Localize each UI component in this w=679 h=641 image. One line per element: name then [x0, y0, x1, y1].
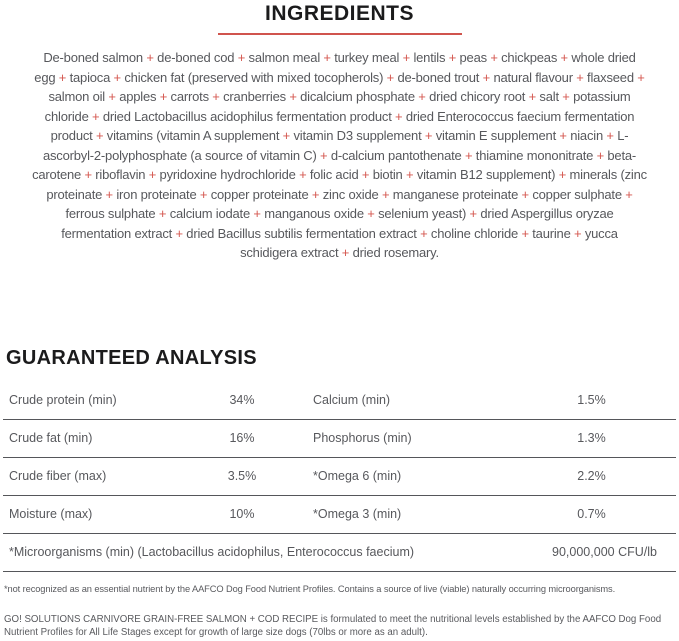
aafco-formulation-statement: GO! SOLUTIONS CARNIVORE GRAIN-FREE SALMO… [4, 613, 662, 638]
plus-separator: + [486, 50, 502, 65]
plus-separator: + [338, 245, 353, 260]
nutrient-value: 10% [229, 507, 255, 521]
plus-separator: + [208, 89, 224, 104]
plus-separator: + [518, 186, 533, 202]
nutrient-label: Moisture (max) [9, 507, 93, 521]
plus-separator: + [102, 186, 117, 202]
plus-separator: + [92, 128, 107, 143]
plus-separator: + [593, 147, 608, 163]
plus-separator: + [518, 225, 533, 241]
analysis-row: Crude fat (min) 16% Phosphorus (min) 1.3% [3, 420, 676, 458]
ingredients-list: De-boned salmon + de-boned cod + salmon … [32, 50, 647, 260]
plus-separator: + [555, 167, 570, 182]
nutrient-value: 1.3% [577, 431, 606, 445]
analysis-row: Crude protein (min) 34% Calcium (min) 1.5% [3, 382, 676, 420]
nutrient-label: Crude protein (min) [9, 393, 117, 407]
plus-separator: + [88, 108, 103, 124]
nutrient-value: 0.7% [577, 507, 606, 521]
plus-separator: + [295, 167, 310, 182]
plus-separator: + [383, 69, 398, 85]
plus-separator: + [461, 147, 476, 163]
nutrient-label: *Omega 3 (min) [313, 507, 402, 521]
plus-separator: + [572, 69, 588, 85]
plus-separator: + [279, 128, 294, 143]
plus-separator: + [621, 186, 633, 202]
plus-separator: + [234, 50, 249, 65]
plus-separator: + [196, 186, 211, 202]
analysis-row-microorganisms: *Microorganisms (min) (Lactobacillus aci… [3, 534, 676, 572]
plus-separator: + [145, 167, 160, 182]
nutrient-value: 3.5% [227, 469, 257, 483]
analysis-row: Crude fiber (max) 3.5% *Omega 6 (min) 2.2% [3, 458, 676, 496]
guaranteed-analysis-table: Crude protein (min) 34% Calcium (min) 1.5% C… [3, 382, 676, 572]
nutrient-label: *Microorganisms (min) (Lactobacillus aci… [9, 545, 415, 559]
nutrient-value: 2.2% [577, 469, 606, 483]
nutrient-value: 16% [229, 431, 255, 445]
plus-separator: + [320, 50, 335, 65]
analysis-row: Moisture (max) 10% *Omega 3 (min) 0.7% [3, 496, 676, 534]
plus-separator: + [81, 167, 96, 182]
footnote-aafco-microorganisms: *not recognized as an essential nutrient… [4, 583, 616, 594]
plus-separator: + [250, 206, 265, 221]
plus-separator: + [358, 167, 373, 182]
plus-separator: + [416, 225, 431, 241]
plus-separator: + [172, 225, 187, 241]
nutrient-label: Crude fat (min) [9, 431, 93, 445]
plus-separator: + [142, 50, 158, 65]
plus-separator: + [603, 128, 618, 143]
plus-separator: + [557, 50, 572, 65]
plus-separator: + [55, 69, 70, 85]
plus-separator: + [525, 89, 540, 104]
nutrient-label: Calcium (min) [313, 393, 391, 407]
nutrient-label: Phosphorus (min) [313, 431, 412, 445]
plus-separator: + [402, 167, 417, 182]
plus-separator: + [285, 89, 301, 104]
nutrient-value: 90,000,000 CFU/lb [552, 545, 657, 559]
plus-separator: + [399, 50, 414, 65]
nutrient-label: *Omega 6 (min) [313, 469, 402, 483]
plus-separator: + [363, 206, 379, 221]
plus-separator: + [308, 186, 323, 202]
plus-separator: + [556, 128, 571, 143]
plus-separator: + [479, 69, 494, 85]
plus-separator: + [633, 69, 645, 85]
nutrient-value: 1.5% [577, 393, 606, 407]
title-underline-rule [217, 33, 462, 35]
plus-separator: + [316, 147, 331, 163]
plus-separator: + [155, 206, 170, 221]
plus-separator: + [570, 225, 585, 241]
plus-separator: + [421, 128, 436, 143]
guaranteed-analysis-title: GUARANTEED ANALYSIS [6, 346, 257, 369]
plus-separator: + [156, 89, 171, 104]
plus-separator: + [414, 89, 430, 104]
plus-separator: + [110, 69, 125, 85]
plus-separator: + [558, 89, 574, 104]
plus-separator: + [105, 89, 120, 104]
plus-separator: + [391, 108, 406, 124]
nutrient-label: Crude fiber (max) [9, 469, 107, 483]
plus-separator: + [466, 206, 481, 221]
plus-separator: + [445, 50, 460, 65]
ingredients-title: INGREDIENTS [264, 2, 414, 25]
plus-separator: + [378, 186, 393, 202]
nutrient-value: 34% [229, 393, 255, 407]
